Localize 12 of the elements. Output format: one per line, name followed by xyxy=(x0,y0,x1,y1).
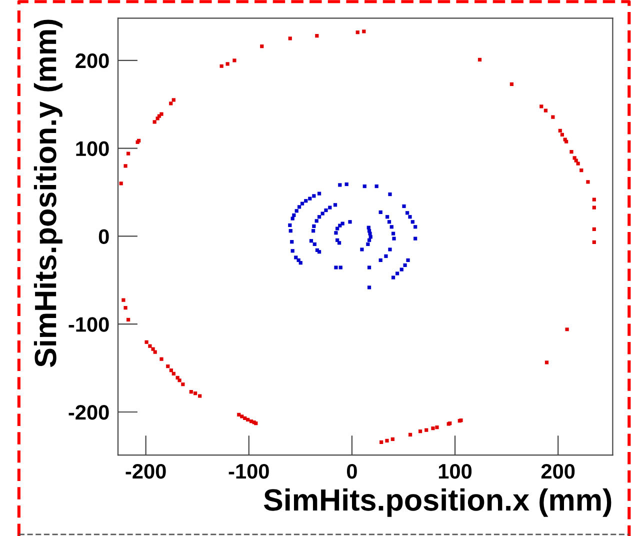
x-tick-label: 200 xyxy=(541,464,575,479)
x-tick-label: -100 xyxy=(228,464,269,479)
y-tick-label: -100 xyxy=(68,317,109,332)
x-tick-label: 0 xyxy=(346,464,357,479)
y-tick-label: -200 xyxy=(68,404,109,420)
y-axis-title: SimHits.position.y (mm) xyxy=(34,20,62,368)
x-tick-label: -200 xyxy=(126,464,166,479)
y-tick-label: 0 xyxy=(98,229,109,244)
y-tick-label: 200 xyxy=(76,53,109,68)
x-tick-label: 100 xyxy=(438,464,472,479)
x-axis-title: SimHits.position.x (mm) xyxy=(264,488,612,517)
y-tick-label: 100 xyxy=(76,141,109,156)
